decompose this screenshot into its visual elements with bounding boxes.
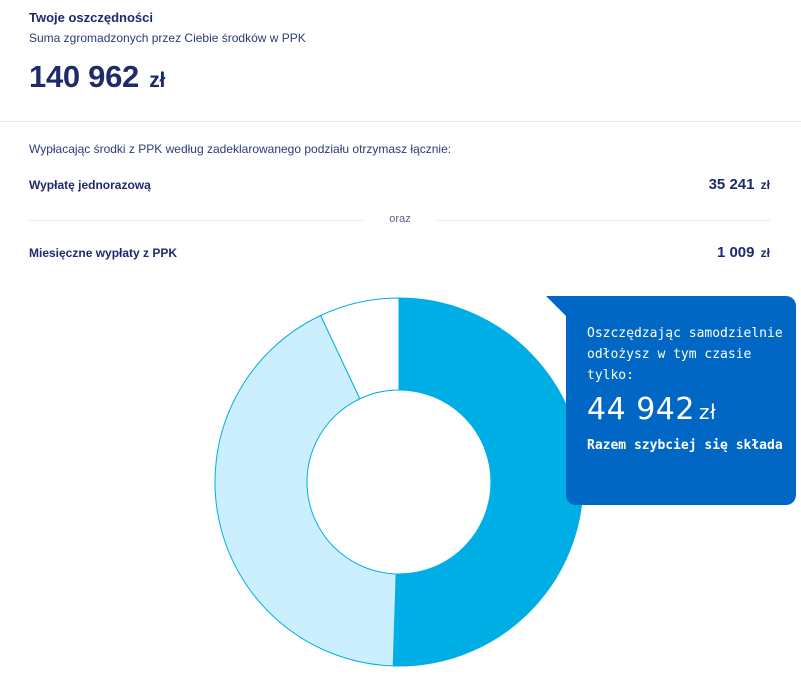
callout-amount-unit: zł (698, 400, 717, 424)
savings-total: 140 962 zł (29, 59, 769, 95)
savings-total-unit: zł (149, 69, 166, 92)
donut-slice-3 (319, 297, 400, 400)
separator-line-right (437, 220, 770, 221)
savings-summary: Twoje oszczędności Suma zgromadzonych pr… (29, 10, 769, 95)
callout-amount: 44 942 zł (587, 392, 796, 427)
monthly-payout-row: Miesięczne wypłaty z PPK 1 009 zł (29, 244, 770, 261)
comparison-callout: Oszczędzając samodzielnie odłożysz w tym… (566, 296, 796, 505)
donut-chart (214, 297, 584, 667)
payout-intro: Wypłacając środki z PPK według zadeklaro… (29, 142, 452, 156)
lump-sum-label: Wypłatę jednorazową (29, 177, 151, 192)
callout-text: Oszczędzając samodzielnie odłożysz w tym… (587, 326, 783, 383)
monthly-payout-unit: zł (760, 246, 770, 260)
callout-notch (546, 296, 566, 316)
savings-subtitle: Suma zgromadzonych przez Ciebie środków … (29, 31, 306, 45)
monthly-payout-value: 1 009 (716, 244, 755, 261)
lump-sum-row: Wypłatę jednorazową 35 241 zł (29, 176, 770, 193)
donut-slices (214, 297, 584, 667)
savings-title: Twoje oszczędności (29, 10, 154, 25)
callout-amount-value: 44 942 (587, 392, 695, 427)
monthly-payout-amount: 1 009 zł (717, 244, 770, 261)
donut-slice-1 (392, 297, 584, 667)
savings-total-value: 140 962 (29, 59, 139, 94)
lump-sum-value: 35 241 (708, 176, 755, 193)
separator-line-left (29, 220, 363, 221)
lump-sum-unit: zł (760, 178, 770, 192)
callout-footer: Razem szybciej się składa (587, 438, 783, 453)
donut-slice-2 (214, 314, 397, 667)
separator-oraz: oraz (389, 213, 411, 225)
lump-sum-amount: 35 241 zł (709, 176, 770, 193)
monthly-payout-label: Miesięczne wypłaty z PPK (29, 245, 178, 260)
section-divider (0, 121, 801, 122)
